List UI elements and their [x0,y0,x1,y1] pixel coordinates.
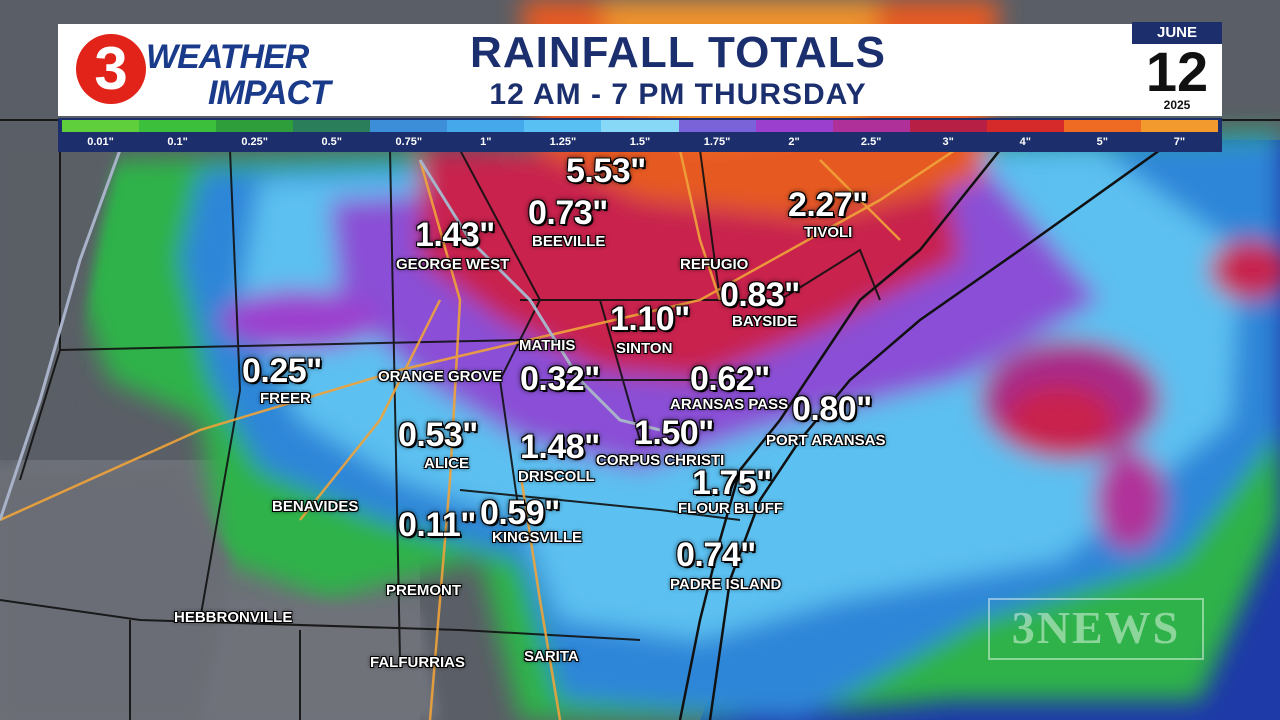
news-watermark: 3NEWS [988,598,1204,660]
legend-label: 1.75" [703,136,731,148]
date-year: 2025 [1163,98,1191,112]
legend-swatch [1140,120,1218,132]
total-value: 0.83" [720,276,800,314]
date-badge: JUNE 12 2025 [1132,22,1222,116]
legend-swatch [139,120,217,132]
legend-label: 5" [1096,136,1109,148]
city-label: MATHIS [519,337,576,354]
legend-swatch [293,120,371,132]
rainfall-legend: 0.01" 0.1" 0.25" 0.5" 0.75" 1" 1.25" 1.5" 1.75" 2… [58,118,1222,152]
total-value: 1.50" [634,414,714,452]
city-label-falfurrias: FALFURRIAS [370,654,465,671]
legend-color-bar [62,120,1218,132]
total-value: 0.32" [520,360,600,398]
legend-swatch [909,120,987,132]
legend-swatch [447,120,525,132]
city-label-sarita: SARITA [524,648,579,665]
city-label: SINTON [616,340,673,357]
logo-weather-text: WEATHER [146,38,309,76]
city-label: PORT ARANSAS [766,432,886,449]
city-label-refugio: REFUGIO [680,256,749,273]
legend-label: 1" [480,136,492,148]
legend-label: 7" [1173,136,1186,148]
legend-labels: 0.01" 0.1" 0.25" 0.5" 0.75" 1" 1.25" 1.5" 1.75" 2… [62,134,1218,150]
city-label: GEORGE WEST [396,256,510,273]
total-value: 0.11" [398,506,476,544]
legend-label: 1.25" [549,136,577,148]
total-value: 1.43" [415,216,495,254]
legend-label: 2" [788,136,800,148]
legend-label: 0.75" [395,136,423,148]
city-label: FLOUR BLUFF [678,500,783,517]
total-value: 0.62" [690,360,770,398]
city-label-hebbronville: HEBBRONVILLE [174,609,293,626]
total-value: 1.10" [610,300,690,338]
city-label-benavides: BENAVIDES [272,498,359,515]
station-logo: 3 WEATHER IMPACT [76,30,376,112]
total-value: 0.53" [398,416,478,454]
total-value: 0.25" [242,352,322,390]
legend-swatch [832,120,910,132]
total-value: 0.59" [480,494,560,532]
city-label: PREMONT [386,582,461,599]
total-value: 1.75" [692,464,772,502]
date-day: 12 [1145,40,1209,103]
legend-swatch [678,120,756,132]
city-label-orange-grove: ORANGE GROVE [378,368,503,385]
legend-swatch [755,120,833,132]
total-value: 0.80" [792,390,872,428]
legend-label: 2.5" [860,136,882,148]
legend-swatch [986,120,1064,132]
legend-swatch [601,120,679,132]
city-label: TIVOLI [804,224,853,241]
total-value: 0.73" [528,194,608,232]
logo-three-mark: 3 [76,34,146,104]
city-label: ALICE [424,455,469,472]
city-label: DRISCOLL [518,468,595,485]
city-label: FREER [260,390,311,407]
city-label: KINGSVILLE [492,529,583,546]
title-banner: 3 WEATHER IMPACT RAINFALL TOTALS 12 AM -… [58,24,1222,116]
legend-label: 4" [1019,136,1031,148]
total-value: 1.48" [520,428,600,466]
legend-swatch [62,120,140,132]
legend-label: 0.1" [167,136,188,148]
logo-impact-text: IMPACT [208,74,331,112]
legend-swatch [1063,120,1141,132]
legend-swatch [370,120,448,132]
legend-swatch [216,120,294,132]
page-title: RAINFALL TOTALS [470,28,886,77]
city-label: BAYSIDE [732,313,798,330]
legend-label: 1.5" [629,136,651,148]
legend-swatch [524,120,602,132]
city-label: ARANSAS PASS [670,396,789,413]
city-label: BEEVILLE [532,233,606,250]
total-value: 5.53" [566,152,646,190]
page-subtitle: 12 AM - 7 PM THURSDAY [489,78,867,111]
total-value: 0.74" [676,536,756,574]
legend-label: 0.25" [241,136,268,148]
legend-label: 0.01" [87,136,114,148]
total-value: 2.27" [788,186,868,224]
date-month: JUNE [1132,22,1222,44]
legend-label: 3" [942,136,954,148]
legend-label: 0.5" [321,136,342,148]
city-label: PADRE ISLAND [670,576,782,593]
city-label: CORPUS CHRISTI [596,452,725,469]
